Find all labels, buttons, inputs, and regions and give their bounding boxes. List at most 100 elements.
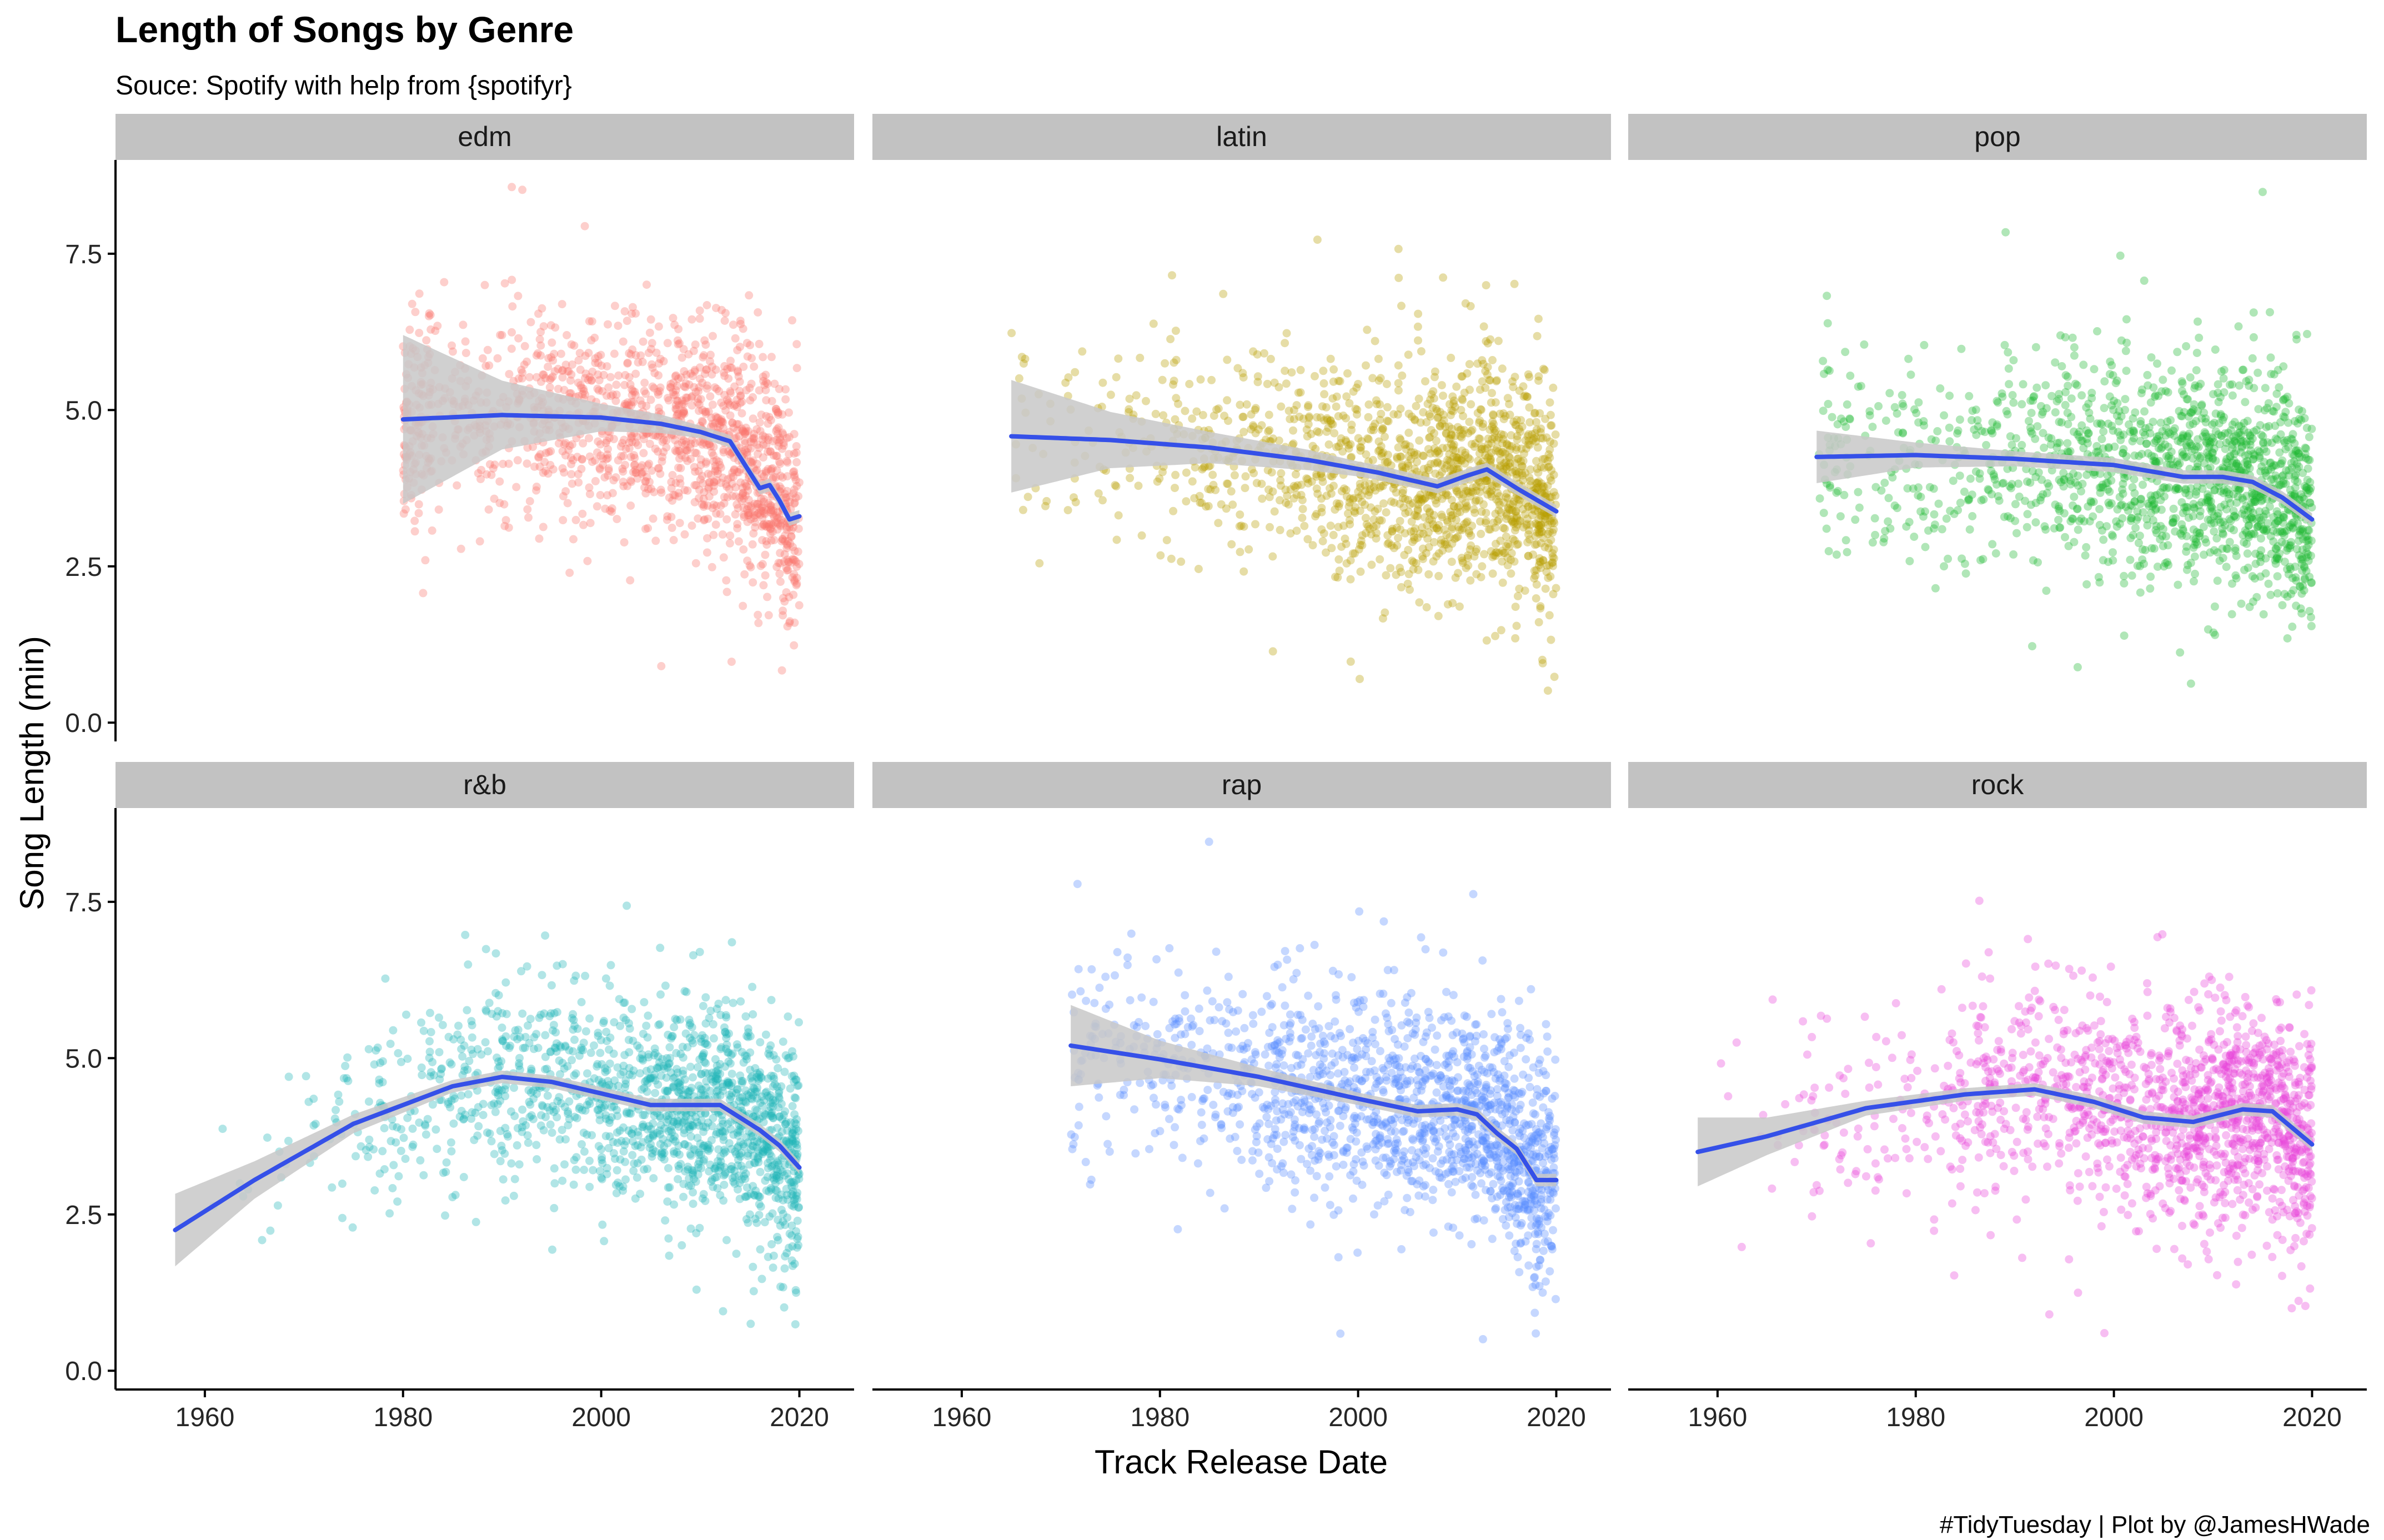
data-point	[675, 474, 684, 483]
strip-label: latin	[1216, 121, 1267, 152]
data-point	[626, 380, 635, 389]
data-point	[712, 384, 721, 393]
data-point	[727, 658, 736, 666]
data-point	[740, 428, 749, 437]
data-point	[1188, 414, 1197, 423]
data-point	[766, 524, 775, 533]
data-point	[700, 515, 709, 524]
data-point	[594, 386, 603, 395]
data-point	[792, 442, 801, 450]
data-point	[1945, 437, 1954, 446]
data-point	[1298, 514, 1307, 522]
data-point	[1443, 600, 1452, 609]
data-point	[1322, 427, 1331, 436]
data-point	[1399, 503, 1408, 512]
data-point	[1352, 383, 1361, 392]
data-point	[2205, 443, 2214, 452]
data-point	[1519, 392, 1528, 401]
data-point	[629, 398, 638, 407]
data-point	[603, 450, 612, 459]
data-point	[681, 383, 690, 392]
data-point	[649, 514, 658, 523]
data-point	[1815, 494, 1824, 503]
data-point	[1313, 235, 1322, 244]
data-point	[699, 438, 708, 447]
data-point	[1880, 478, 1889, 487]
data-point	[1930, 510, 1939, 519]
data-point	[2164, 541, 2172, 550]
data-point	[2118, 485, 2127, 494]
data-point	[1394, 379, 1403, 388]
data-point	[1479, 322, 1488, 331]
data-point	[1142, 397, 1150, 405]
data-point	[1281, 367, 1289, 375]
data-point	[2275, 448, 2284, 457]
data-point	[2107, 530, 2116, 539]
data-point	[1334, 442, 1343, 451]
data-point	[2117, 336, 2126, 345]
data-point	[619, 467, 628, 476]
data-point	[273, 1201, 282, 1210]
data-point	[501, 1196, 510, 1205]
data-point	[1270, 507, 1279, 516]
data-point	[1361, 514, 1370, 523]
data-point	[782, 540, 791, 548]
data-point	[762, 537, 771, 545]
data-point	[733, 524, 742, 533]
data-point	[2109, 426, 2117, 435]
data-point	[1925, 483, 1934, 491]
data-point	[782, 588, 791, 597]
data-point	[711, 418, 720, 427]
data-point	[1292, 401, 1301, 410]
data-point	[507, 344, 516, 353]
data-point	[481, 362, 490, 370]
data-point	[602, 455, 611, 464]
data-point	[767, 353, 776, 362]
data-point	[719, 424, 727, 433]
data-point	[664, 394, 672, 403]
data-point	[790, 546, 799, 555]
data-point	[579, 520, 588, 529]
data-point	[1126, 474, 1135, 483]
data-point	[517, 365, 526, 374]
data-point	[758, 503, 767, 511]
data-point	[1914, 483, 1923, 492]
data-point	[1289, 481, 1298, 490]
data-point	[1266, 354, 1275, 363]
data-point	[699, 353, 707, 362]
data-point	[746, 396, 755, 405]
data-point	[786, 539, 795, 548]
data-point	[478, 354, 487, 363]
data-point	[1903, 484, 1912, 493]
data-point	[1382, 380, 1391, 388]
data-point	[1432, 499, 1441, 508]
data-point	[2266, 590, 2275, 599]
data-point	[563, 331, 571, 339]
data-point	[1251, 520, 1259, 529]
data-point	[772, 405, 781, 414]
data-point	[1227, 540, 1236, 549]
data-point	[705, 478, 714, 487]
data-point	[1865, 411, 1874, 420]
data-point	[1968, 490, 1976, 499]
data-point	[476, 475, 485, 484]
data-point	[2273, 589, 2282, 598]
data-point	[588, 367, 597, 376]
data-point	[620, 435, 629, 444]
data-point	[1503, 553, 1512, 562]
data-point	[2253, 368, 2262, 377]
data-point	[644, 349, 653, 357]
data-point	[741, 446, 750, 455]
data-point	[710, 478, 719, 487]
data-point	[558, 447, 567, 455]
smooth-line	[400, 413, 802, 522]
data-point	[675, 492, 683, 501]
data-point	[575, 349, 584, 358]
data-point	[2228, 420, 2237, 429]
data-point	[594, 359, 603, 368]
data-point	[632, 468, 641, 477]
data-point	[651, 444, 660, 453]
data-point	[748, 434, 757, 443]
data-point	[518, 185, 527, 194]
data-point	[664, 396, 673, 405]
